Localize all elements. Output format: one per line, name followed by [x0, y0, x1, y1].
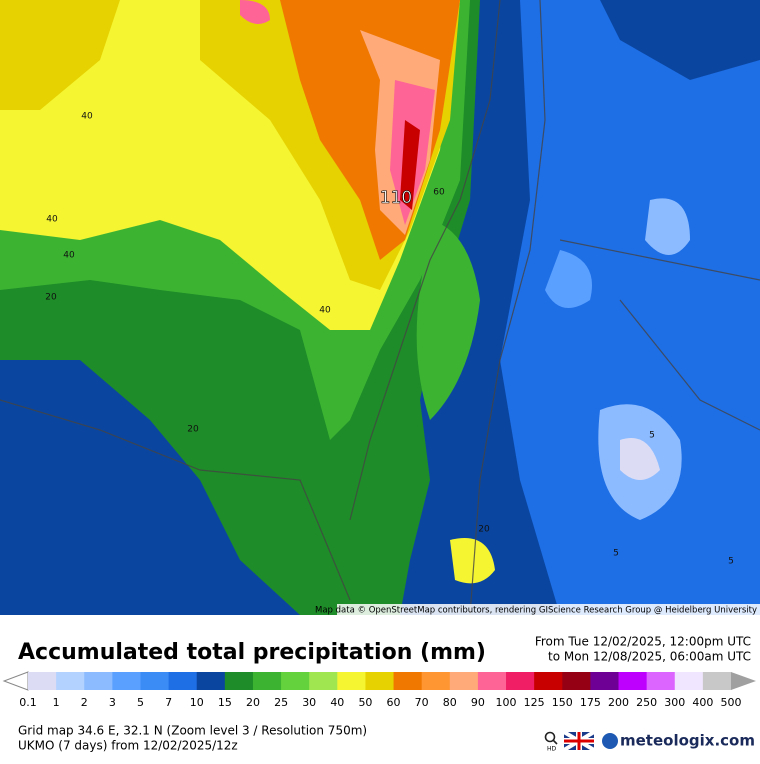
contour-label: 20	[478, 525, 490, 535]
scale-swatch	[421, 672, 451, 690]
scale-label: 1	[53, 696, 60, 709]
model-info: UKMO (7 days) from 12/02/2025/12z	[18, 739, 238, 753]
scale-label: 250	[636, 696, 657, 709]
contour-label: 40	[319, 306, 331, 316]
scale-label: 125	[524, 696, 545, 709]
contour-label: 5	[649, 431, 655, 441]
scale-swatch	[562, 672, 591, 690]
scale-swatch	[365, 672, 395, 690]
scale-swatch	[28, 672, 57, 690]
scale-swatch	[506, 672, 535, 690]
scale-label: 25	[274, 696, 288, 709]
zoom-icon[interactable]	[544, 731, 558, 745]
scale-swatch	[646, 672, 676, 690]
scale-swatch	[477, 672, 507, 690]
brand[interactable]: meteologix.com	[620, 732, 755, 750]
scale-swatch	[281, 672, 310, 690]
logo-icon	[602, 733, 618, 749]
language-flag[interactable]	[562, 730, 596, 752]
legend-title: Accumulated total precipitation (mm)	[18, 640, 486, 665]
scale-label: 10	[190, 696, 204, 709]
hd-label[interactable]: HD	[547, 746, 557, 753]
contour-label: 40	[81, 112, 93, 122]
scale-swatch	[252, 672, 282, 690]
scale-swatch	[674, 672, 704, 690]
scale-label: 400	[692, 696, 713, 709]
scale-label: 40	[330, 696, 344, 709]
scale-label: 2	[81, 696, 88, 709]
scale-label: 5	[137, 696, 144, 709]
scale-label: 15	[218, 696, 232, 709]
contour-label: 20	[45, 293, 57, 303]
scale-label: 7	[165, 696, 172, 709]
period-to: to Mon 12/08/2025, 06:00am UTC	[548, 650, 751, 664]
map: 40 40 40 20 40 110 60 20 20 5 5 5 Map data © OpenSt…	[0, 0, 760, 616]
attribution: Map data © OpenStreetMap contributors, r…	[315, 606, 757, 616]
scale-label: 500	[721, 696, 742, 709]
contour-label: 40	[63, 251, 75, 261]
scale-swatch	[168, 672, 198, 690]
scale-swatch	[309, 672, 338, 690]
scale-swatch	[534, 672, 563, 690]
contour-label: 110	[380, 188, 412, 208]
scale-swatch	[112, 672, 141, 690]
contour-label: 20	[187, 425, 199, 435]
scale-swatch	[590, 672, 620, 690]
contour-label: 5	[613, 549, 619, 559]
scale-swatch	[702, 672, 732, 690]
scale-label: 200	[608, 696, 629, 709]
scale-swatch	[393, 672, 423, 690]
color-scale: 0.1 1 2 3 5 7 10 15 20 25 30 40 50 60 70 80 90 100 125 150 1…	[2, 671, 756, 709]
scale-label: 150	[552, 696, 573, 709]
scale-label: 50	[358, 696, 372, 709]
scale-arrow-right	[731, 672, 756, 690]
scale-swatch	[224, 672, 254, 690]
scale-label: 20	[246, 696, 260, 709]
scale-swatch	[84, 672, 113, 690]
scale-label: 80	[443, 696, 457, 709]
scale-swatch	[140, 672, 170, 690]
period-from: From Tue 12/02/2025, 12:00pm UTC	[535, 635, 751, 649]
scale-label: 0.1	[19, 696, 37, 709]
scale-arrow-left	[2, 671, 29, 691]
grid-info: Grid map 34.6 E, 32.1 N (Zoom level 3 / …	[18, 724, 367, 738]
contour-label: 40	[46, 215, 58, 225]
scale-label: 300	[664, 696, 685, 709]
contour-label: 5	[728, 557, 734, 567]
scale-label: 100	[496, 696, 517, 709]
scale-swatch	[196, 672, 226, 690]
scale-swatch	[56, 672, 85, 690]
scale-label: 3	[109, 696, 116, 709]
scale-swatch	[618, 672, 648, 690]
scale-label: 30	[302, 696, 316, 709]
scale-swatch	[337, 672, 366, 690]
scale-label: 175	[580, 696, 601, 709]
scale-label: 90	[471, 696, 485, 709]
scale-label: 70	[415, 696, 429, 709]
contour-label: 60	[433, 188, 445, 198]
scale-label: 60	[387, 696, 401, 709]
scale-swatch	[449, 672, 479, 690]
